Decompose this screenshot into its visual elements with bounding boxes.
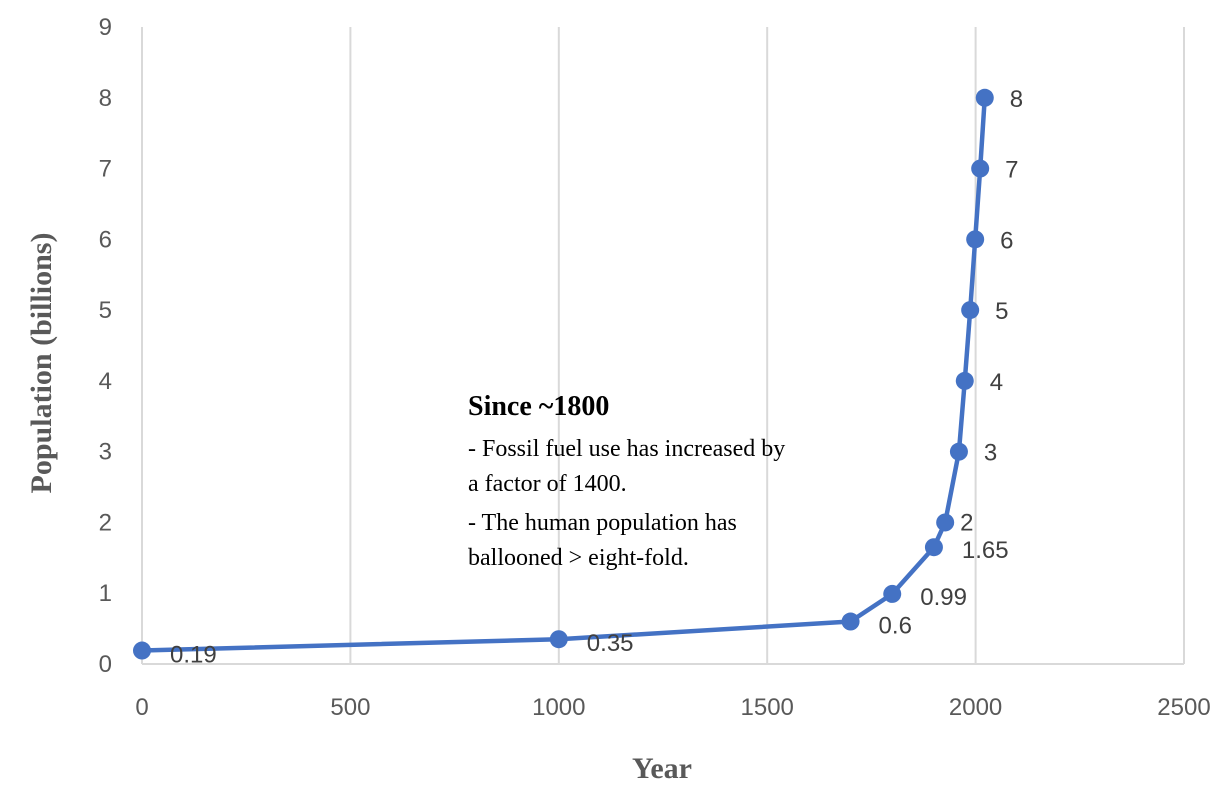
data-label: 3 [984, 440, 997, 467]
data-point [955, 371, 974, 390]
data-point [966, 230, 985, 249]
x-tick-labels: 0 500 1000 1500 2000 2500 [135, 694, 1210, 721]
x-tick-label: 0 [135, 694, 148, 721]
y-axis-title: Population (billions) [25, 233, 58, 494]
data-label: 7 [1005, 157, 1018, 184]
data-label: 0.6 [879, 613, 912, 640]
data-label: 5 [995, 298, 1008, 325]
annotation-box: Since ~1800 - Fossil fuel use has increa… [468, 391, 785, 571]
data-point [133, 641, 151, 660]
data-label: 8 [1010, 86, 1023, 113]
annotation-title: Since ~1800 [468, 391, 609, 422]
y-tick-label: 9 [99, 14, 112, 41]
y-tick-label: 0 [99, 651, 112, 678]
data-label: 1.65 [962, 537, 1009, 564]
annotation-line: - Fossil fuel use has increased by [468, 436, 785, 462]
y-tick-labels: 0 1 2 3 4 5 6 7 8 9 [99, 14, 112, 678]
data-label: 0.19 [170, 642, 217, 669]
data-point [975, 88, 994, 107]
data-label: 0.99 [920, 584, 967, 611]
y-tick-label: 1 [99, 580, 112, 607]
y-tick-label: 2 [99, 509, 112, 536]
y-tick-label: 5 [99, 297, 112, 324]
data-label: 2 [960, 509, 973, 536]
x-tick-label: 2500 [1157, 694, 1210, 721]
y-tick-label: 8 [99, 85, 112, 112]
x-tick-label: 1500 [741, 694, 794, 721]
series-line [141, 97, 988, 653]
population-series [133, 88, 994, 660]
data-label: 0.35 [587, 630, 634, 657]
data-point [936, 513, 955, 532]
annotation-line: ballooned > eight-fold. [468, 545, 689, 571]
data-label: 4 [990, 369, 1003, 396]
gridlines [141, 27, 1185, 664]
x-tick-label: 500 [330, 694, 370, 721]
x-axis-title: Year [632, 752, 692, 785]
data-point [961, 301, 980, 320]
data-point [949, 442, 968, 461]
data-point [924, 538, 943, 557]
x-tick-label: 1000 [532, 694, 585, 721]
data-label: 6 [1000, 227, 1013, 254]
y-tick-label: 4 [99, 368, 112, 395]
annotation-line: - The human population has [468, 510, 737, 536]
data-point [549, 630, 568, 649]
data-point [883, 584, 902, 603]
y-tick-label: 7 [99, 156, 112, 183]
y-tick-label: 6 [99, 226, 112, 253]
x-tick-label: 2000 [949, 694, 1002, 721]
y-tick-label: 3 [99, 439, 112, 466]
annotation-line: a factor of 1400. [468, 471, 627, 497]
data-labels: 0.19 0.35 0.6 0.99 1.652 3 4 5 6 7 8 [170, 86, 1023, 669]
data-point [841, 612, 860, 631]
data-point [971, 159, 990, 178]
